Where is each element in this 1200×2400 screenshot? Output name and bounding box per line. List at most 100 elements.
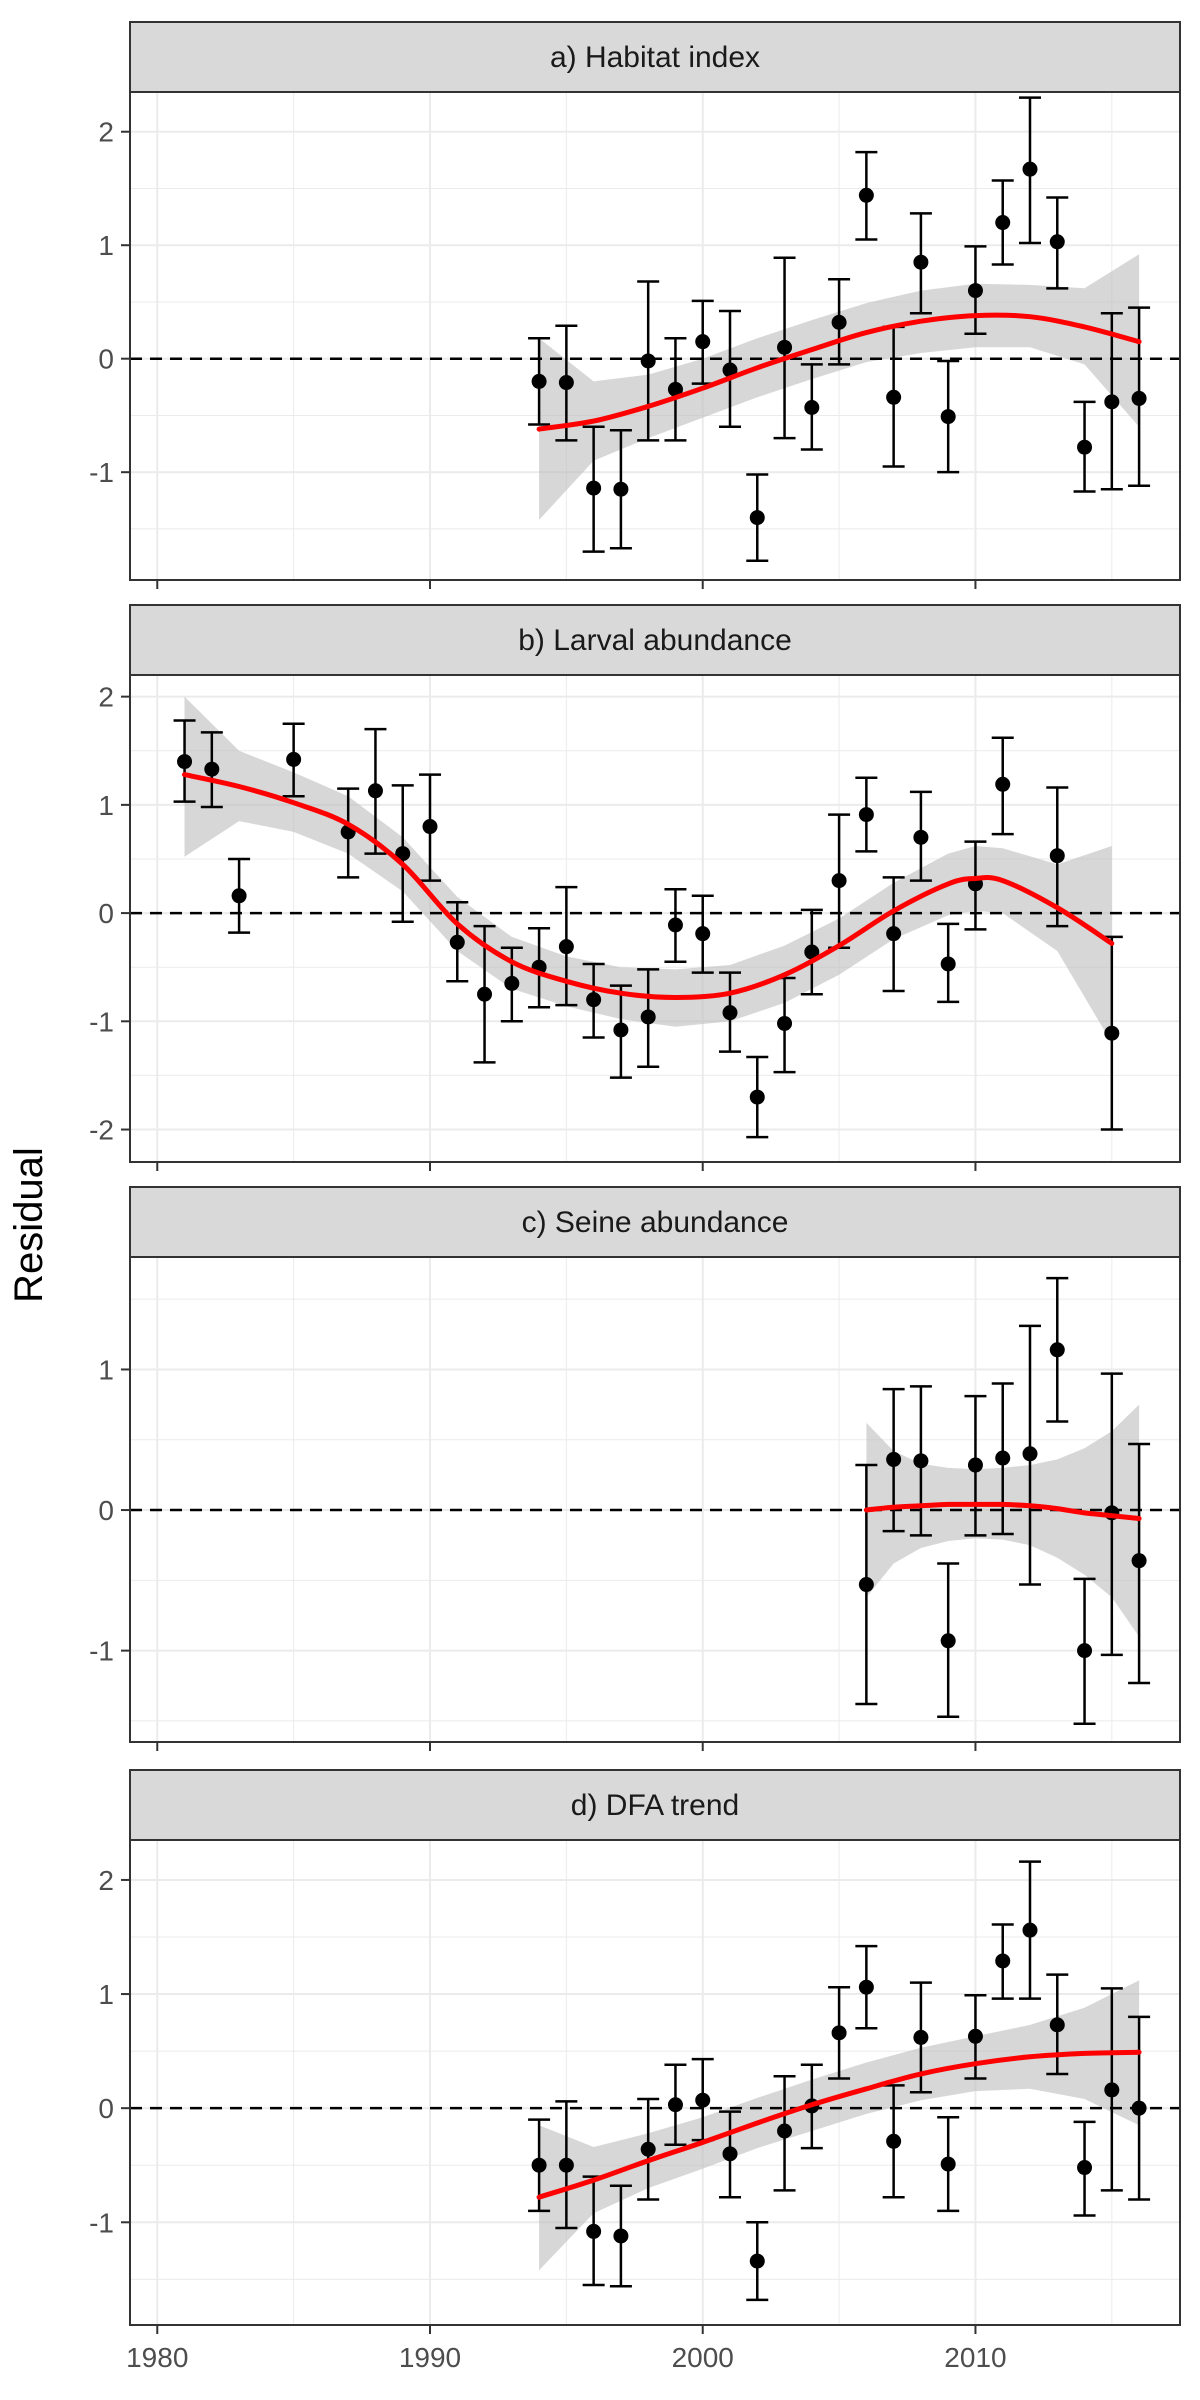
data-point: [555, 2100, 578, 2230]
data-point: [691, 894, 714, 974]
point-marker: [777, 1015, 793, 1031]
point-marker: [967, 1457, 983, 1473]
data-point: [1019, 1324, 1041, 1586]
point-marker: [886, 926, 902, 942]
point-marker: [722, 1005, 738, 1021]
facet-strip-title: b) Larval abundance: [518, 624, 792, 657]
data-point: [664, 888, 687, 964]
point-marker: [749, 2253, 765, 2269]
point-marker: [1049, 848, 1065, 864]
y-tick-label: 0: [98, 2093, 114, 2124]
data-point: [637, 280, 660, 442]
point-marker: [913, 2029, 929, 2045]
x-tick-label: 2010: [944, 2342, 1006, 2373]
data-point: [828, 278, 851, 366]
data-point: [200, 731, 223, 809]
point-marker: [913, 1453, 929, 1469]
point-marker: [204, 761, 220, 777]
point-marker: [531, 2157, 547, 2173]
point-marker: [804, 944, 820, 960]
y-tick-label: -1: [89, 2207, 114, 2238]
point-marker: [395, 846, 411, 862]
point-marker: [749, 510, 765, 526]
data-point: [746, 1055, 769, 1139]
data-point: [855, 776, 878, 853]
point-marker: [913, 829, 929, 845]
data-point: [746, 2221, 769, 2302]
data-point: [637, 2097, 660, 2201]
point-marker: [1131, 2100, 1147, 2116]
point-marker: [1049, 1342, 1065, 1358]
data-point: [828, 1985, 851, 2080]
data-point: [582, 425, 605, 553]
data-point: [637, 968, 660, 1069]
point-marker: [1104, 2082, 1120, 2098]
data-point: [991, 179, 1014, 266]
data-point: [1019, 1860, 1041, 2000]
point-marker: [995, 215, 1011, 231]
y-tick-label: 1: [98, 230, 114, 261]
point-marker: [913, 254, 929, 270]
y-tick-label: 1: [98, 790, 114, 821]
data-point: [1128, 1442, 1151, 1685]
point-marker: [1131, 390, 1147, 406]
data-point: [882, 2084, 905, 2199]
y-tick-label: 1: [98, 1354, 114, 1385]
point-marker: [940, 956, 956, 972]
data-point: [855, 150, 878, 241]
data-point: [1046, 196, 1069, 290]
data-point: [991, 1923, 1014, 2000]
point-marker: [749, 1089, 765, 1105]
point-marker: [613, 2228, 629, 2244]
data-point: [909, 212, 932, 315]
data-point: [473, 924, 496, 1064]
x-tick-label: 2000: [672, 2342, 734, 2373]
facet-panel: a) Habitat index -1 0 1 2: [89, 21, 1181, 589]
point-marker: [1049, 2017, 1065, 2033]
data-point: [991, 1382, 1014, 1536]
point-marker: [858, 1979, 874, 1995]
data-point: [937, 922, 960, 1004]
point-marker: [804, 399, 820, 415]
data-point: [855, 1463, 878, 1706]
point-marker: [777, 339, 793, 355]
point-marker: [586, 480, 602, 496]
y-tick-label: -1: [89, 457, 114, 488]
point-marker: [613, 1022, 629, 1038]
y-tick-label: 0: [98, 1495, 114, 1526]
point-marker: [667, 917, 683, 933]
data-point: [1128, 2015, 1151, 2201]
point-marker: [558, 375, 574, 391]
data-point: [1046, 786, 1069, 928]
data-point: [937, 1562, 960, 1718]
data-point: [855, 1944, 878, 2030]
confidence-ribbon: [539, 254, 1140, 520]
point-marker: [477, 986, 493, 1002]
data-point: [937, 2116, 960, 2213]
data-point: [800, 363, 823, 451]
facet-strip-title: c) Seine abundance: [522, 1206, 789, 1239]
point-marker: [1022, 1922, 1038, 1938]
data-point: [1073, 400, 1096, 493]
x-tick-label: 1980: [126, 2342, 188, 2373]
point-marker: [695, 334, 711, 350]
panel-border: [129, 1839, 1181, 2326]
data-point: [582, 2175, 605, 2287]
point-marker: [531, 373, 547, 389]
point-marker: [967, 283, 983, 299]
facet-strip-title: d) DFA trend: [571, 1789, 739, 1822]
data-point: [1128, 306, 1151, 488]
point-marker: [831, 873, 847, 889]
point-marker: [558, 939, 574, 955]
point-marker: [613, 481, 629, 497]
point-marker: [640, 1009, 656, 1025]
panel-background: [130, 675, 1180, 1162]
data-point: [882, 876, 905, 993]
data-point: [719, 971, 741, 1053]
point-marker: [967, 2028, 983, 2044]
point-marker: [995, 1450, 1011, 1466]
data-point: [391, 784, 414, 923]
data-point: [609, 984, 632, 1079]
